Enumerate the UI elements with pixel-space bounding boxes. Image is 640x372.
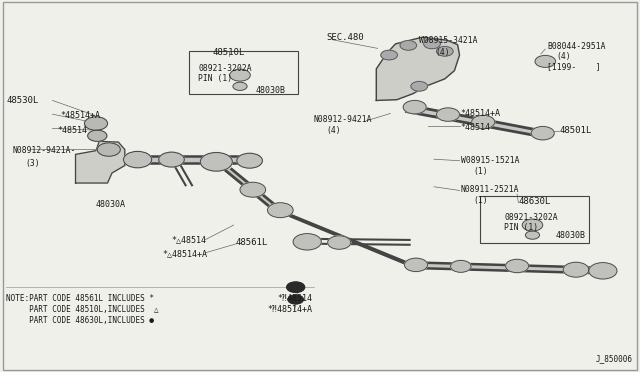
Text: N08911-2521A: N08911-2521A bbox=[461, 185, 519, 194]
Text: *⁈48514: *⁈48514 bbox=[277, 294, 312, 303]
Text: 08921-3202A: 08921-3202A bbox=[198, 64, 252, 73]
Text: *48514: *48514 bbox=[58, 126, 88, 135]
Text: PART CODE 48510L,INCLUDES  △: PART CODE 48510L,INCLUDES △ bbox=[6, 305, 159, 314]
Text: (1): (1) bbox=[474, 167, 488, 176]
Text: *⁈48514+A: *⁈48514+A bbox=[268, 305, 312, 314]
Circle shape bbox=[424, 39, 440, 49]
Circle shape bbox=[411, 81, 428, 91]
Polygon shape bbox=[125, 156, 250, 163]
Circle shape bbox=[381, 50, 397, 60]
Text: 48561L: 48561L bbox=[236, 238, 268, 247]
Text: (4): (4) bbox=[326, 126, 341, 135]
Circle shape bbox=[240, 182, 266, 197]
Text: 48030B: 48030B bbox=[556, 231, 586, 240]
Circle shape bbox=[522, 219, 543, 231]
Circle shape bbox=[288, 295, 303, 304]
Polygon shape bbox=[224, 169, 283, 211]
Polygon shape bbox=[406, 105, 543, 137]
Circle shape bbox=[472, 115, 495, 129]
Circle shape bbox=[328, 236, 351, 249]
Circle shape bbox=[268, 203, 293, 218]
Text: 48530L: 48530L bbox=[6, 96, 38, 105]
Circle shape bbox=[506, 259, 529, 273]
Text: 48510L: 48510L bbox=[213, 48, 245, 57]
Text: J_850006: J_850006 bbox=[595, 355, 632, 363]
Circle shape bbox=[436, 108, 460, 121]
Circle shape bbox=[293, 234, 321, 250]
Text: PIN (1): PIN (1) bbox=[198, 74, 232, 83]
Circle shape bbox=[237, 153, 262, 168]
Polygon shape bbox=[282, 211, 413, 267]
Circle shape bbox=[563, 262, 589, 277]
Text: (4): (4) bbox=[557, 52, 572, 61]
Text: N08912-9421A: N08912-9421A bbox=[314, 115, 372, 124]
Text: W08915-3421A: W08915-3421A bbox=[419, 36, 477, 45]
Circle shape bbox=[287, 282, 305, 292]
Circle shape bbox=[589, 263, 617, 279]
Circle shape bbox=[159, 152, 184, 167]
Circle shape bbox=[233, 82, 247, 90]
Text: *△48514: *△48514 bbox=[172, 235, 207, 244]
Text: W08915-1521A: W08915-1521A bbox=[461, 156, 519, 165]
Circle shape bbox=[84, 117, 108, 130]
Text: SEC.480: SEC.480 bbox=[326, 33, 364, 42]
Bar bbox=[480, 196, 589, 243]
Polygon shape bbox=[408, 262, 605, 273]
Circle shape bbox=[200, 153, 232, 171]
Text: 48030B: 48030B bbox=[256, 86, 286, 94]
Circle shape bbox=[88, 130, 107, 141]
Text: (1): (1) bbox=[474, 196, 488, 205]
Circle shape bbox=[525, 231, 540, 239]
Text: PART CODE 48630L,INCLUDES ●: PART CODE 48630L,INCLUDES ● bbox=[6, 316, 154, 325]
Circle shape bbox=[400, 41, 417, 50]
Circle shape bbox=[436, 46, 453, 56]
Circle shape bbox=[451, 260, 471, 272]
Text: 48630L: 48630L bbox=[518, 197, 550, 206]
Text: (4): (4) bbox=[435, 48, 450, 57]
Text: PIN (1): PIN (1) bbox=[504, 223, 538, 232]
Text: (3): (3) bbox=[26, 159, 40, 168]
Text: *48514+A: *48514+A bbox=[61, 111, 101, 120]
Text: [1199-    ]: [1199- ] bbox=[547, 62, 601, 71]
Polygon shape bbox=[76, 141, 125, 183]
Polygon shape bbox=[376, 37, 460, 100]
Text: 48501L: 48501L bbox=[560, 126, 592, 135]
Text: 08921-3202A: 08921-3202A bbox=[504, 213, 558, 222]
Text: N08912-9421A-: N08912-9421A- bbox=[13, 146, 76, 155]
Circle shape bbox=[403, 100, 426, 114]
Circle shape bbox=[535, 55, 556, 67]
Text: *48514+A: *48514+A bbox=[461, 109, 500, 118]
Text: *△48514+A: *△48514+A bbox=[162, 249, 207, 258]
Circle shape bbox=[230, 69, 250, 81]
Circle shape bbox=[97, 143, 120, 156]
Text: B08044-2951A: B08044-2951A bbox=[547, 42, 605, 51]
Circle shape bbox=[124, 151, 152, 168]
Text: 48030A: 48030A bbox=[96, 200, 126, 209]
Text: NOTE:PART CODE 48561L INCLUDES *: NOTE:PART CODE 48561L INCLUDES * bbox=[6, 294, 154, 303]
Circle shape bbox=[404, 258, 428, 272]
Bar bbox=[189, 51, 298, 94]
Text: *48514: *48514 bbox=[461, 123, 491, 132]
Circle shape bbox=[531, 126, 554, 140]
